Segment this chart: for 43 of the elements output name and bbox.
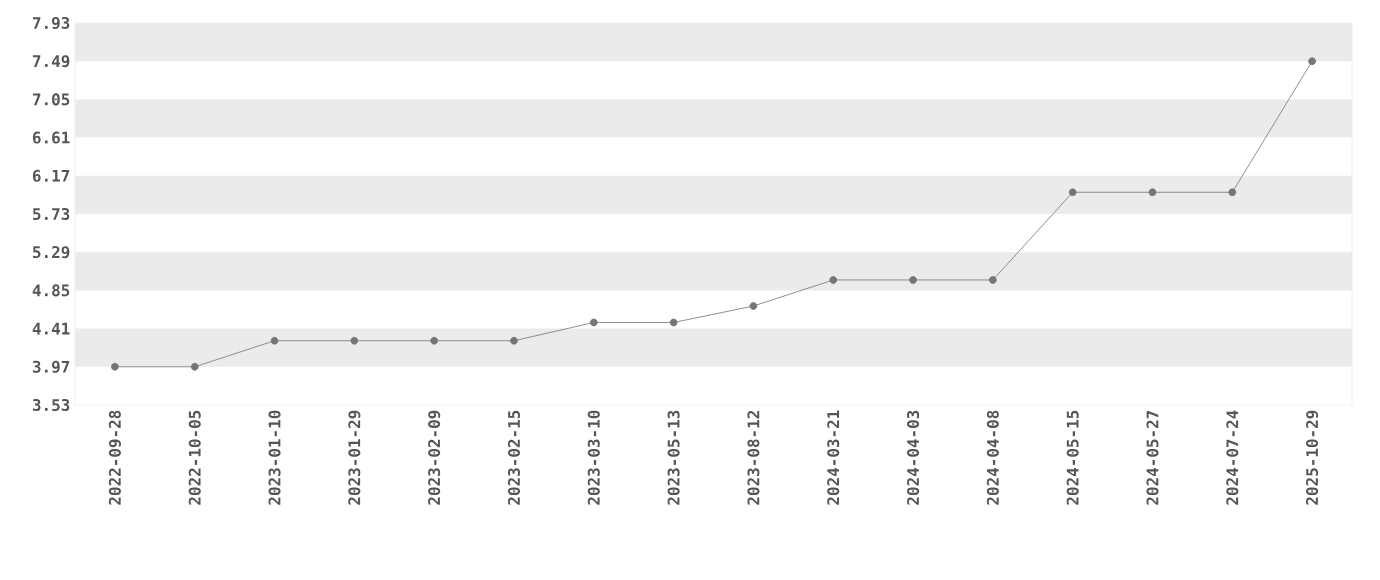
x-tick-label: 2023-02-15 [507, 410, 521, 505]
point [350, 336, 359, 345]
point [589, 318, 598, 327]
point [111, 362, 119, 371]
x-tick-label: 2025-10-29 [1306, 410, 1319, 505]
x-tick-label: 2023-01-10 [268, 410, 281, 505]
point [829, 276, 838, 284]
point [989, 276, 997, 284]
x-tick-label: 2024-05-27 [1146, 410, 1159, 505]
x-tick-label: 2024-03-21 [827, 410, 840, 505]
x-tick-label: 2023-08-12 [747, 411, 760, 505]
point [669, 318, 678, 327]
point [1068, 188, 1077, 197]
x-tick-label: 2023-02-09 [428, 410, 441, 505]
y-tick-label: 7.49 [32, 55, 70, 68]
point [270, 336, 279, 345]
x-tick-label: 2024-05-15 [1066, 410, 1079, 505]
x-tick-label: 2024-07-24 [1226, 410, 1239, 505]
point [1148, 188, 1157, 197]
point [1308, 57, 1316, 66]
y-tick-label: 6.17 [32, 169, 70, 182]
point [1228, 188, 1237, 197]
point [510, 336, 518, 345]
y-tick-label: 4.85 [32, 284, 70, 297]
x-tick-label: 2022-09-28 [108, 410, 121, 505]
y-tick-label: 7.05 [32, 93, 70, 106]
x-tick-label: 2024-04-03 [907, 410, 920, 505]
y-tick-label: 6.61 [32, 131, 70, 144]
x-tick-label: 2023-05-13 [667, 410, 680, 505]
y-tick-label: 7.93 [32, 16, 70, 30]
y-tick-label: 3.97 [32, 360, 70, 373]
point [430, 336, 439, 345]
x-tick-label: 2022-10-05 [188, 410, 201, 505]
x-tick-label: 2023-03-10 [587, 410, 600, 505]
point [749, 302, 758, 310]
y-tick-label: 3.53 [32, 398, 70, 412]
x-tick-label: 2023-01-29 [348, 410, 361, 505]
y-tick-label: 5.73 [33, 207, 70, 221]
y-tick-label: 4.41 [32, 322, 70, 335]
x-tick-label: 2024-04-08 [986, 410, 999, 505]
point [909, 276, 917, 284]
point [190, 362, 199, 371]
y-tick-label: 5.29 [33, 246, 70, 259]
